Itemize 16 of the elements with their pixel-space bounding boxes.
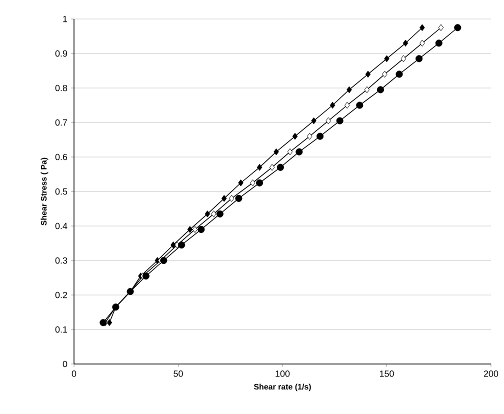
y-tick-label: 0.1 — [55, 326, 68, 333]
x-tick-label: 150 — [380, 370, 394, 377]
x-tick-label: 200 — [484, 370, 498, 377]
y-tick-label: 0 — [62, 360, 68, 368]
y-tick-label: 0.6 — [55, 154, 68, 160]
y-tick-label: 0.2 — [55, 292, 68, 298]
y-tick-label: 0.5 — [55, 188, 68, 195]
y-tick-label: 0.3 — [55, 257, 68, 264]
y-tick-label: 0.7 — [55, 119, 68, 126]
y-tick-label: 0.8 — [55, 84, 68, 92]
x-tick-label: 50 — [174, 370, 183, 377]
y-tick-label: 0.4 — [55, 222, 68, 230]
x-tick-label: 100 — [276, 370, 290, 377]
x-tick-label: 0 — [72, 370, 76, 377]
y-tick-label: 1 — [63, 16, 68, 22]
y-tick-label: 0.9 — [55, 50, 68, 57]
